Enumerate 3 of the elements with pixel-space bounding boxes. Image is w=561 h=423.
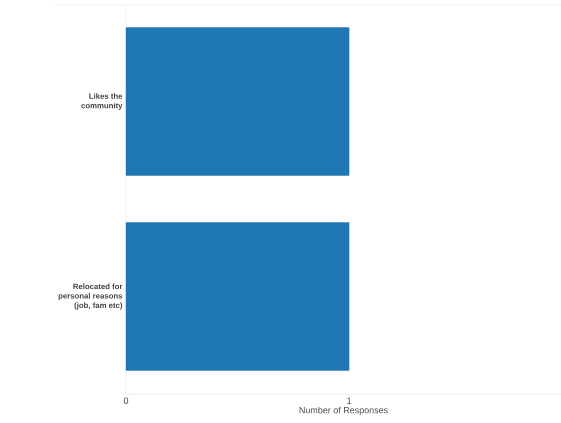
x-axis-title: Number of Responses bbox=[300, 406, 388, 416]
x-tick-label: 1 bbox=[347, 398, 352, 404]
x-tick-label: 0 bbox=[124, 398, 128, 404]
